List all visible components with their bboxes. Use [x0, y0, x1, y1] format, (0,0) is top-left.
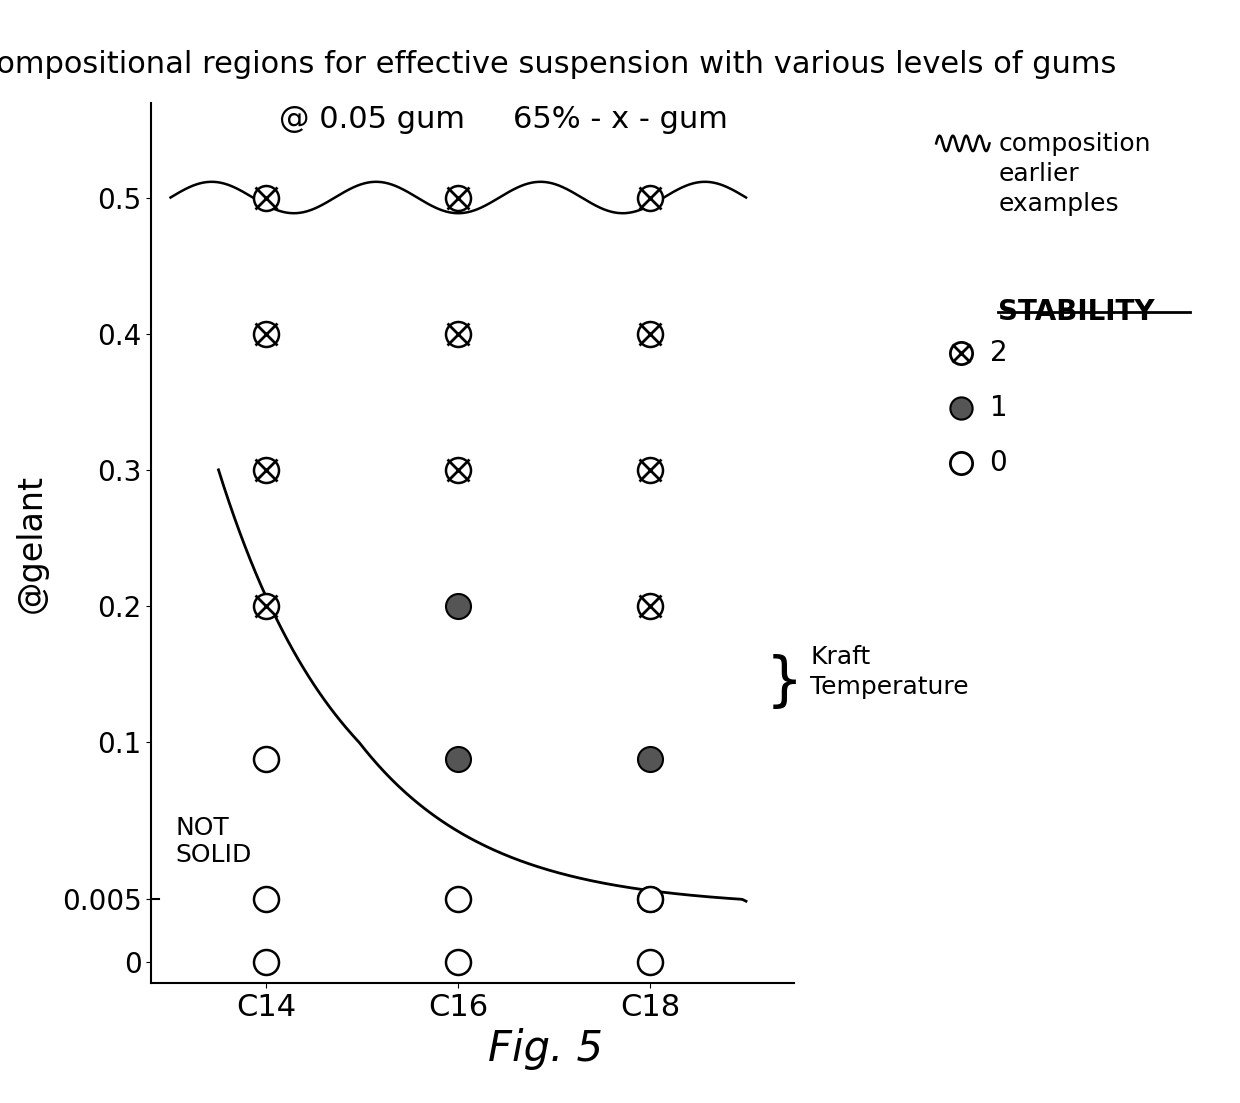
Y-axis label: @gelant: @gelant	[15, 473, 48, 612]
Text: 1: 1	[990, 394, 1007, 422]
Text: NOT
SOLID: NOT SOLID	[175, 815, 252, 867]
Text: 2: 2	[990, 339, 1007, 367]
Text: 0: 0	[990, 449, 1007, 478]
Text: composition
earlier
examples: composition earlier examples	[998, 132, 1151, 216]
Text: @ 0.05 gum: @ 0.05 gum	[279, 105, 465, 133]
Text: Compositional regions for effective suspension with various levels of gums: Compositional regions for effective susp…	[0, 50, 1116, 78]
Text: 65% - x - gum: 65% - x - gum	[512, 105, 728, 133]
Text: }: }	[765, 654, 802, 710]
Text: Fig. 5: Fig. 5	[489, 1028, 603, 1070]
Text: Kraft
Temperature: Kraft Temperature	[810, 645, 968, 698]
Text: STABILITY: STABILITY	[998, 298, 1154, 325]
